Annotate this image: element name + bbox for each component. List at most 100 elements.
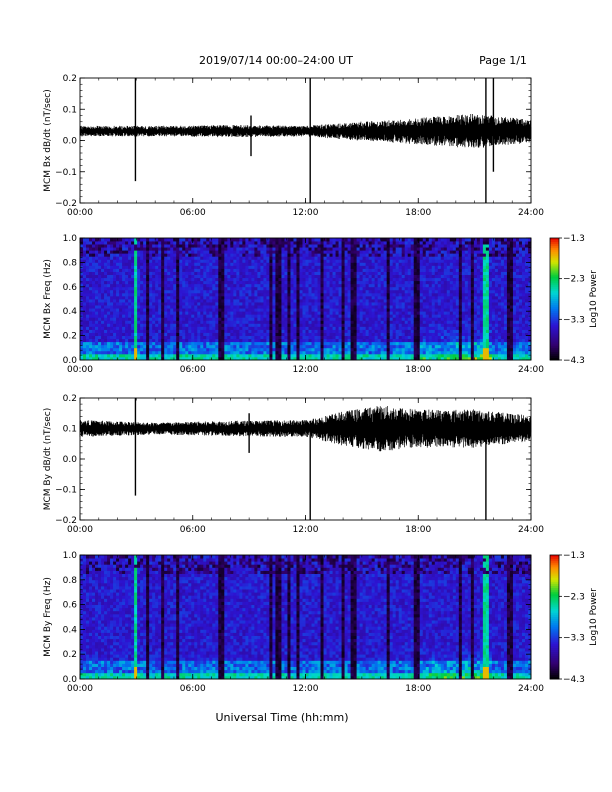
heatmap-cell (140, 295, 144, 300)
heatmap-cell (353, 283, 358, 288)
heatmap-cell (386, 329, 391, 333)
heatmap-cell (335, 286, 339, 291)
heatmap-cell (155, 256, 159, 260)
heatmap-cell (341, 311, 345, 315)
heatmap-cell (164, 341, 168, 346)
heatmap-cell (314, 323, 318, 327)
heatmap-cell (152, 253, 156, 257)
heatmap-cell (242, 283, 246, 288)
heatmap-cell (197, 323, 201, 327)
heatmap-cell (233, 256, 237, 260)
heatmap-cell (245, 347, 249, 352)
heatmap-cell (107, 323, 111, 327)
heatmap-cell (338, 350, 342, 355)
heatmap-cell (326, 338, 330, 343)
heatmap-cell (95, 320, 99, 324)
heatmap-cell (152, 332, 156, 336)
heatmap-cell (92, 350, 96, 355)
heatmap-cell (344, 277, 348, 282)
heatmap-cell (155, 265, 159, 269)
heatmap-cell (416, 326, 421, 330)
heatmap-cell (248, 338, 252, 343)
heatmap-cell (386, 277, 391, 282)
heatmap-cell (290, 286, 294, 291)
heatmap-cell (344, 289, 348, 294)
heatmap-cell (272, 277, 276, 282)
heatmap-cell (182, 289, 186, 294)
heatmap-cell (371, 283, 376, 288)
heatmap-cell (80, 356, 84, 361)
heatmap-cell (197, 271, 201, 275)
heatmap-cell (383, 283, 388, 288)
heatmap-cell (140, 341, 144, 346)
heatmap-cell (353, 353, 358, 358)
heatmap-cell (263, 332, 267, 336)
heatmap-cell (359, 311, 364, 315)
heatmap-cell (278, 283, 282, 288)
heatmap-cell (395, 268, 400, 272)
heatmap-cell (326, 335, 330, 340)
heatmap-cell (242, 356, 246, 361)
heatmap-cell (353, 305, 358, 309)
heatmap-cell (233, 241, 237, 245)
heatmap-cell (218, 302, 222, 306)
heatmap-cell (113, 271, 117, 275)
heatmap-cell (215, 250, 219, 254)
heatmap-cell (134, 241, 138, 245)
heatmap-cell (335, 350, 339, 355)
heatmap-cell (401, 335, 406, 340)
heatmap-cell (356, 268, 361, 272)
heatmap-cell (269, 247, 273, 251)
heatmap-cell (248, 305, 252, 309)
heatmap-cell (326, 274, 330, 279)
heatmap-cell (425, 295, 430, 300)
heatmap-cell (254, 326, 258, 330)
heatmap-cell (356, 353, 361, 358)
heatmap-cell (242, 292, 246, 297)
heatmap-cell (248, 286, 252, 291)
heatmap-cell (158, 259, 162, 263)
heatmap-cell (305, 311, 309, 315)
heatmap-cell (134, 323, 138, 327)
heatmap-cell (404, 241, 409, 245)
heatmap-cell (176, 344, 180, 349)
heatmap-cell (80, 238, 84, 242)
heatmap-cell (209, 259, 213, 263)
heatmap-cell (116, 317, 120, 321)
heatmap-cell (218, 344, 222, 349)
heatmap-cell (185, 253, 189, 257)
heatmap-cell (350, 286, 355, 291)
heatmap-cell (188, 292, 192, 297)
heatmap-cell (296, 250, 300, 254)
heatmap-cell (221, 338, 225, 343)
heatmap-cell (254, 244, 258, 248)
heatmap-cell (224, 314, 228, 318)
heatmap-cell (347, 259, 351, 263)
heatmap-cell (335, 250, 339, 254)
heatmap-cell (110, 353, 114, 358)
heatmap-cell (269, 335, 273, 340)
heatmap-cell (251, 320, 255, 324)
heatmap-cell (338, 329, 342, 333)
heatmap-cell (317, 341, 321, 346)
heatmap-cell (419, 347, 424, 352)
heatmap-cell (176, 259, 180, 263)
heatmap-cell (92, 277, 96, 282)
heatmap-cell (155, 335, 159, 340)
heatmap-cell (431, 320, 436, 324)
heatmap-cell (197, 286, 201, 291)
heatmap-cell (365, 250, 370, 254)
heatmap-cell (443, 311, 448, 315)
heatmap-cell (254, 265, 258, 269)
heatmap-cell (350, 292, 355, 297)
heatmap-cell (128, 302, 132, 306)
heatmap-cell (245, 247, 249, 251)
heatmap-cell (395, 308, 400, 312)
heatmap-cell (206, 262, 210, 266)
heatmap-cell (146, 323, 150, 327)
heatmap-cell (383, 329, 388, 333)
heatmap-cell (155, 271, 159, 275)
heatmap-cell (98, 350, 102, 355)
heatmap-cell (380, 244, 385, 248)
heatmap-cell (158, 244, 162, 248)
